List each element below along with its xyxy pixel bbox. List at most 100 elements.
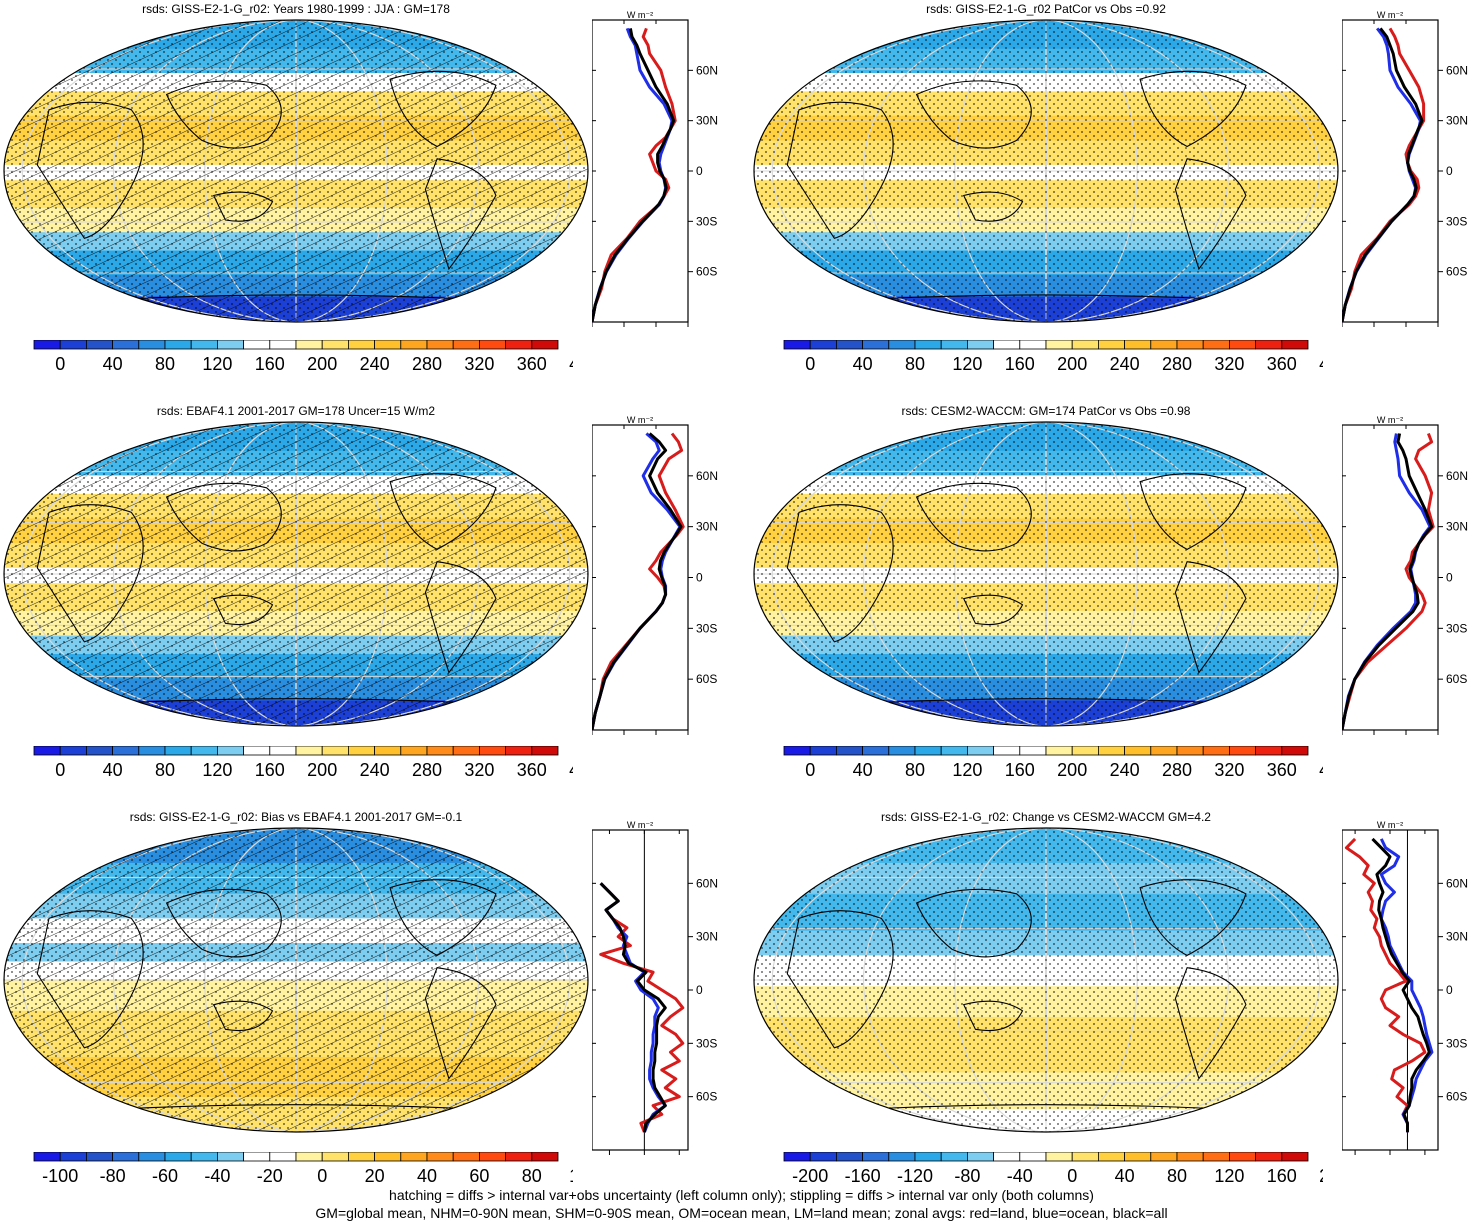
lat-tick-label: 0 — [1446, 164, 1453, 178]
colorbar-swatch — [33, 340, 61, 350]
colorbar-swatch — [531, 746, 559, 756]
colorbar-swatch — [164, 746, 192, 756]
colorbar-swatch — [478, 1152, 506, 1162]
colorbar-swatch — [809, 340, 837, 350]
colorbar-swatch — [86, 1152, 114, 1162]
colorbar-swatch — [1019, 746, 1047, 756]
colorbar-swatch — [190, 1152, 218, 1162]
x-tick-label: -20 — [602, 1159, 617, 1160]
colorbar-swatch — [862, 1152, 890, 1162]
colorbar-label: 320 — [464, 354, 494, 374]
colorbar-swatch — [1150, 1152, 1178, 1162]
lat-tick-label: 30N — [696, 520, 718, 534]
colorbar-label: -100 — [42, 1166, 78, 1186]
colorbar-swatch — [1097, 340, 1125, 350]
colorbar-swatch — [347, 746, 375, 756]
colorbar-label: 360 — [1267, 354, 1297, 374]
colorbar-swatch — [59, 1152, 87, 1162]
colorbar-swatch — [888, 340, 916, 350]
zonal-unit-label: W m⁻² — [1377, 415, 1403, 425]
colorbar-label: 0 — [805, 354, 815, 374]
colorbar-swatch — [138, 746, 166, 756]
colorbar-label: 200 — [307, 354, 337, 374]
colorbar-label: 320 — [1214, 760, 1244, 780]
colorbar-swatch — [862, 340, 890, 350]
colorbar-swatch — [1071, 340, 1099, 350]
lat-tick-label: 60N — [1446, 876, 1468, 890]
colorbar-label: 80 — [155, 760, 175, 780]
world-map — [3, 19, 589, 323]
colorbar-swatch — [531, 1152, 559, 1162]
x-tick-label: 0 — [592, 331, 595, 332]
colorbar-label: 280 — [412, 760, 442, 780]
colorbar-swatch — [216, 746, 244, 756]
x-tick-label: -20 — [1383, 1159, 1398, 1160]
colorbar-swatch — [914, 746, 942, 756]
zonal-mean-plot: W m⁻² 60N 30N 0 30S 60S 0 100 200 300 — [592, 415, 718, 740]
colorbar-swatch — [783, 1152, 811, 1162]
zonal-series-all — [1371, 837, 1431, 1133]
colorbar-label: 40 — [853, 760, 873, 780]
colorbar-label: -120 — [897, 1166, 933, 1186]
colorbar: 0 40 80 120 160 200 240 280 320 360 400 — [33, 746, 573, 780]
colorbar-swatch — [1281, 1152, 1309, 1162]
colorbar-swatch — [993, 1152, 1021, 1162]
colorbar-label: 200 — [1057, 760, 1087, 780]
colorbar-label: 160 — [1005, 354, 1035, 374]
zonal-mean-plot: W m⁻² 60N 30N 0 30S 60S -60 -20 20 — [1342, 820, 1468, 1160]
panel-title: rsds: GISS-E2-1-G_r02: Change vs CESM2-W… — [881, 810, 1211, 824]
panel-title: rsds: GISS-E2-1-G_r02: Bias vs EBAF4.1 2… — [129, 810, 463, 824]
colorbar-swatch — [940, 340, 968, 350]
colorbar-label: 0 — [805, 760, 815, 780]
colorbar-swatch — [1097, 746, 1125, 756]
footer-note-hatching: hatching = diffs > internal var+obs unce… — [389, 1187, 1094, 1203]
colorbar-swatch — [112, 340, 140, 350]
colorbar-label: 100 — [569, 1166, 573, 1186]
colorbar-label: -40 — [204, 1166, 230, 1186]
colorbar-swatch — [888, 1152, 916, 1162]
zonal-unit-label: W m⁻² — [627, 415, 653, 425]
colorbar-label: 160 — [255, 760, 285, 780]
colorbar-swatch — [1176, 340, 1204, 350]
colorbar-swatch — [966, 340, 994, 350]
colorbar-swatch — [1281, 746, 1309, 756]
colorbar-label: 400 — [569, 354, 573, 374]
lat-tick-label: 30S — [696, 1036, 717, 1050]
colorbar-swatch — [836, 746, 864, 756]
colorbar-swatch — [33, 1152, 61, 1162]
zonal-unit-label: W m⁻² — [627, 820, 653, 830]
colorbar-label: 320 — [1214, 354, 1244, 374]
colorbar-swatch — [243, 746, 271, 756]
lat-tick-label: 0 — [1446, 983, 1453, 997]
colorbar-swatch — [216, 340, 244, 350]
x-tick-label: 200 — [1398, 331, 1415, 332]
colorbar-label: -60 — [152, 1166, 178, 1186]
colorbar-swatch — [269, 1152, 297, 1162]
lat-tick-label: 60N — [1446, 469, 1468, 483]
colorbar-swatch — [783, 746, 811, 756]
x-tick-label: 300 — [680, 739, 697, 740]
panel-title: rsds: GISS-E2-1-G_r02 PatCor vs Obs =0.9… — [926, 2, 1166, 16]
zonal-series-land — [592, 27, 677, 323]
colorbar-swatch — [1124, 1152, 1152, 1162]
x-tick-label: 0 — [592, 739, 595, 740]
colorbar-swatch — [321, 746, 349, 756]
zonal-series-all — [592, 28, 676, 323]
colorbar-swatch — [269, 746, 297, 756]
zonal-series-land — [1342, 432, 1435, 731]
x-tick-label: -60 — [1348, 1159, 1363, 1160]
colorbar-label: 400 — [1319, 354, 1323, 374]
colorbar-swatch — [1255, 1152, 1283, 1162]
colorbar-swatch — [1045, 340, 1073, 350]
colorbar-swatch — [1176, 1152, 1204, 1162]
colorbar-label: 360 — [517, 760, 547, 780]
world-map — [753, 827, 1339, 1133]
colorbar: 0 40 80 120 160 200 240 280 320 360 400 — [783, 340, 1323, 374]
colorbar: 0 40 80 120 160 200 240 280 320 360 400 — [783, 746, 1323, 780]
colorbar: -100 -80 -60 -40 -20 0 20 40 60 80 100 — [33, 1152, 573, 1186]
lat-tick-label: 30N — [696, 114, 718, 128]
lat-tick-label: 60S — [696, 672, 717, 686]
zonal-series-all — [599, 882, 667, 1133]
colorbar-swatch — [426, 746, 454, 756]
colorbar-label: 80 — [155, 354, 175, 374]
